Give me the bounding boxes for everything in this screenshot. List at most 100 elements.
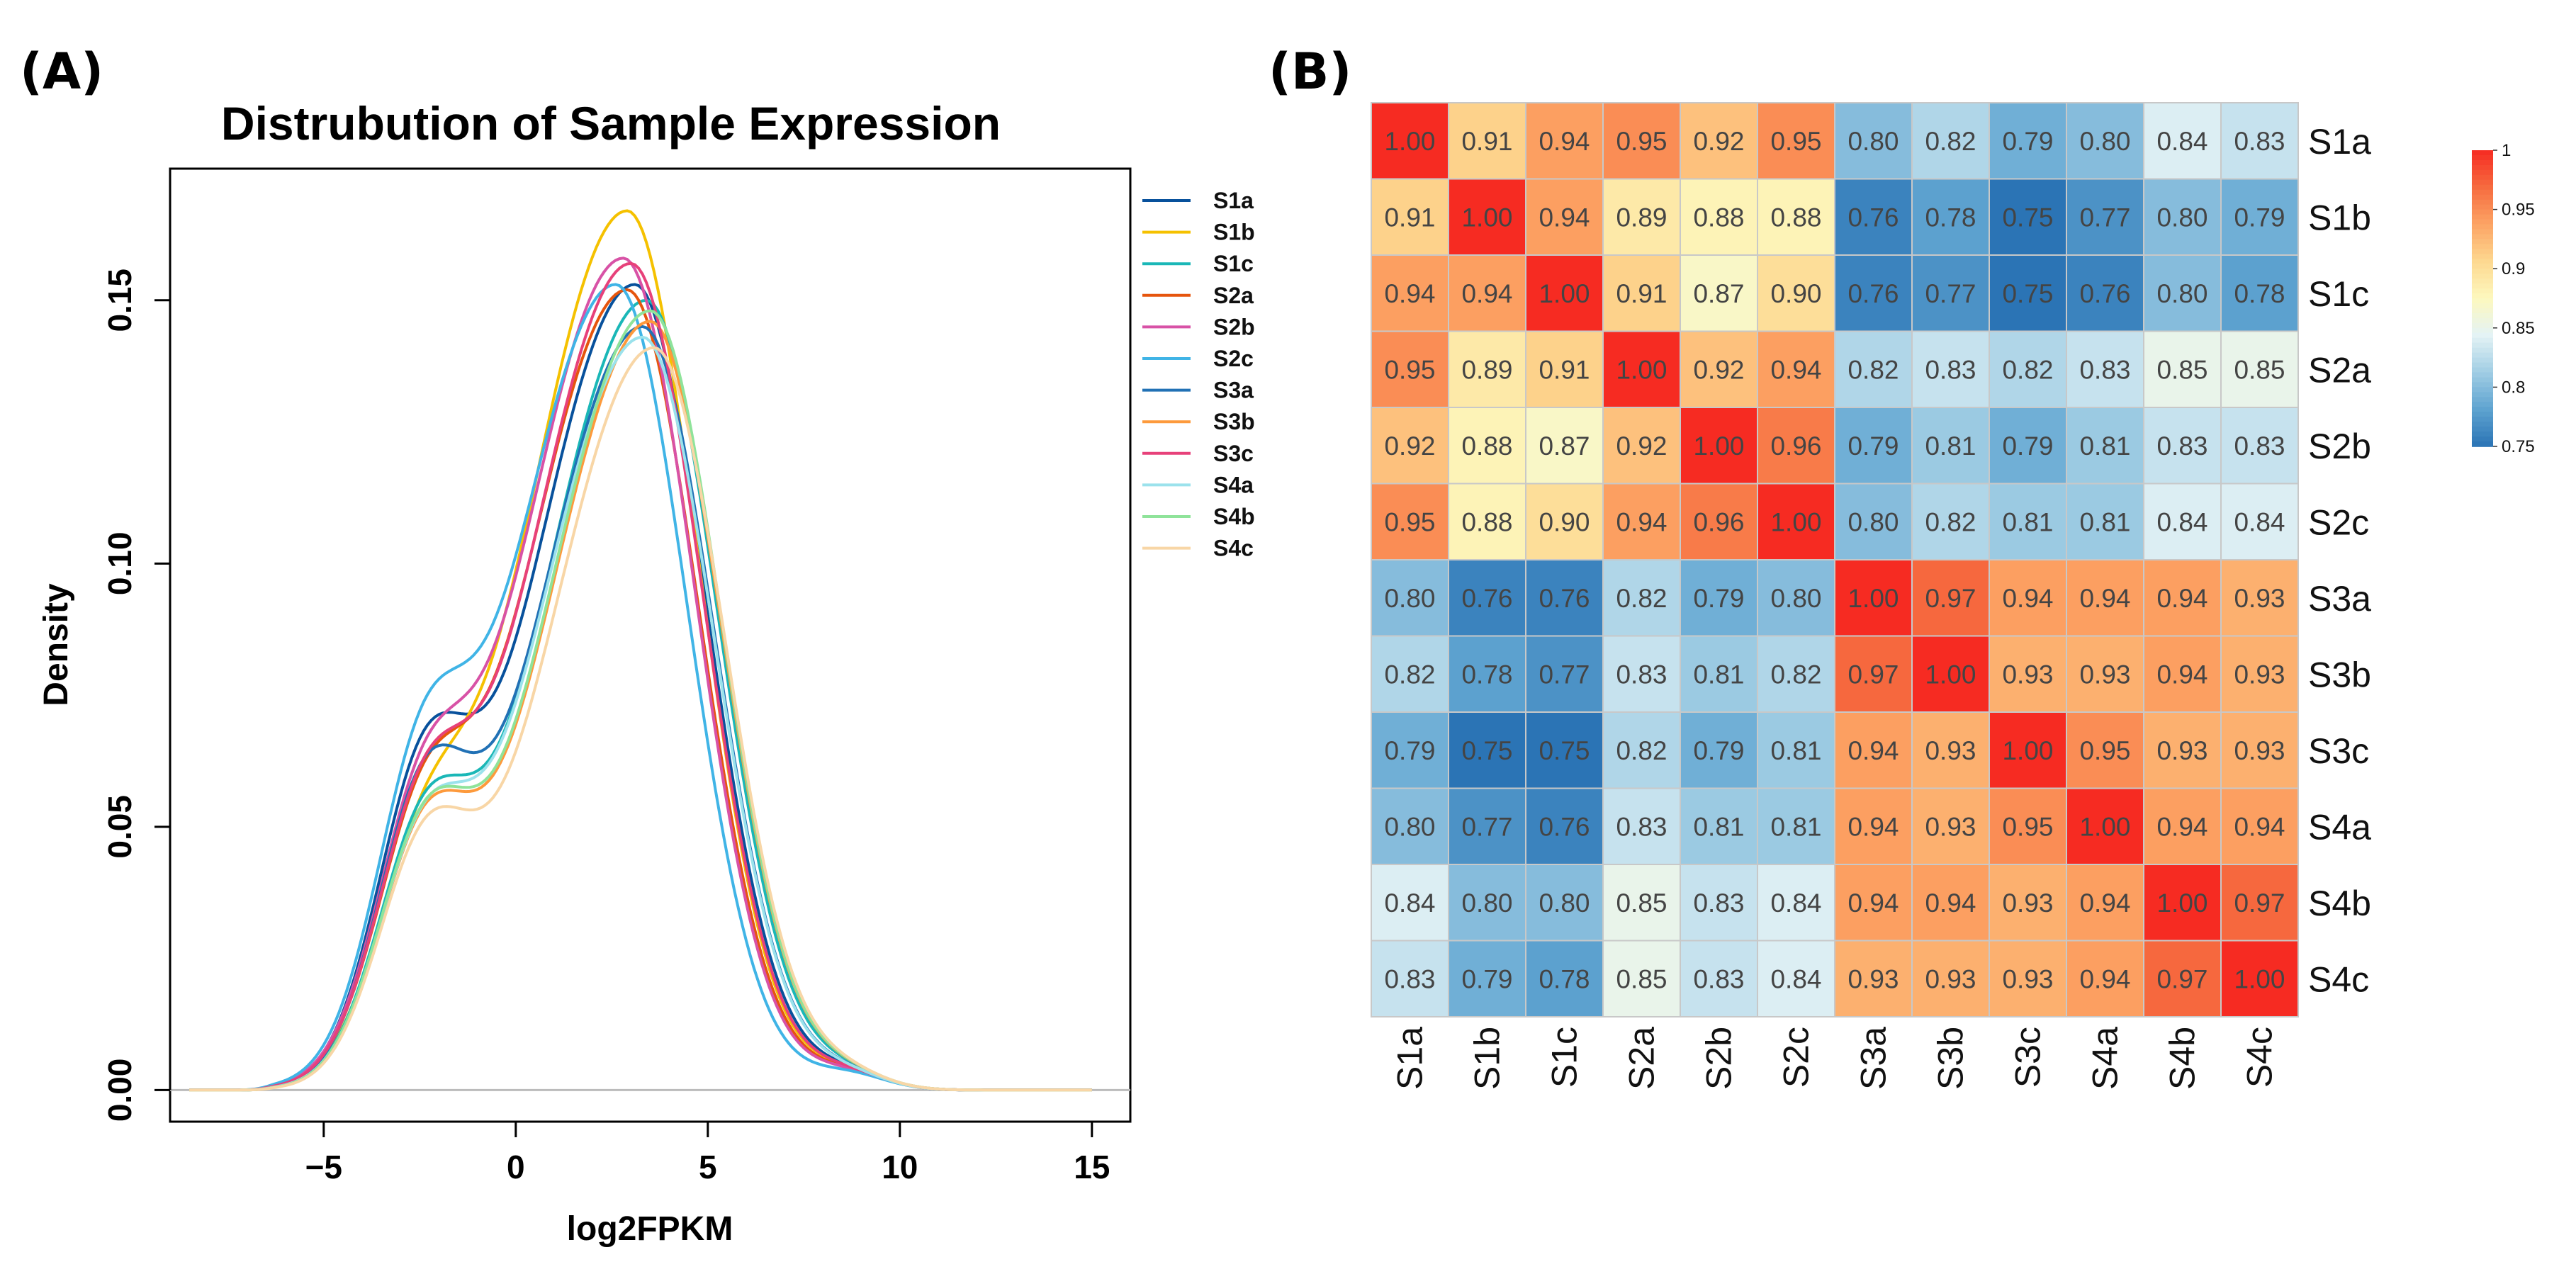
heatmap-cell [1911,864,1990,942]
heatmap-cell-value: 0.83 [2234,432,2285,461]
colorbar-segment [2472,436,2493,442]
heatmap-cell-value: 0.94 [2156,584,2207,613]
heatmap-col-label-s4a: S4a [2086,1027,2125,1090]
heatmap-cell-value: 0.93 [2002,889,2053,918]
heatmap-cell-value: 0.94 [1384,279,1435,308]
heatmap-cell-value: 0.78 [1461,660,1512,689]
heatmap-cell-value: 0.85 [2156,355,2207,384]
legend-label-s3b: S3b [1213,409,1255,434]
colorbar-segment [2472,283,2493,289]
heatmap-cell-value: 0.85 [1616,889,1667,918]
colorbar-segment [2472,308,2493,314]
y-tick-label: 0.05 [101,795,138,859]
heatmap-cell-value: 0.80 [1847,507,1899,536]
heatmap-cell-value: 1.00 [2079,812,2130,841]
x-tick-label: −5 [305,1149,342,1185]
heatmap-cell-value: 0.81 [2002,507,2053,536]
heatmap-cell-value: 0.93 [2079,660,2130,689]
heatmap-cell-value: 0.88 [1461,507,1512,536]
heatmap-cell-value: 0.83 [2156,432,2207,461]
colorbar-segment [2472,397,2493,403]
heatmap-cell [2220,330,2299,408]
heatmap-cell-value: 0.92 [1693,127,1744,156]
heatmap-col-label-s2c: S2c [1777,1027,1816,1088]
heatmap-cell [1602,940,1681,1017]
heatmap-cell [1989,940,2067,1017]
heatmap-col-label-s4b: S4b [2163,1027,2203,1090]
heatmap-cell [2143,711,2222,789]
x-tick-label: 0 [507,1149,525,1185]
heatmap-cell-value: 0.78 [2234,279,2285,308]
heatmap-col-label-s2a: S2a [1622,1027,1662,1090]
heatmap-cell [1834,178,1913,256]
colorbar-segment [2472,274,2493,279]
colorbar-segment [2472,432,2493,437]
heatmap-cell [1602,864,1681,942]
colorbar-segment [2472,352,2493,359]
heatmap-cell [2220,102,2299,180]
heatmap-col-label-s3a: S3a [1854,1027,1894,1090]
legend-label-s2c: S2c [1213,346,1254,371]
heatmap-cell-value: 0.83 [1616,660,1667,689]
heatmap-cell [1448,635,1526,713]
heatmap-cell-value: 0.82 [1616,584,1667,613]
heatmap-cell-value: 0.79 [2002,127,2053,156]
colorbar-segment [2472,174,2493,181]
y-axis-title: Density [38,583,75,706]
colorbar-segment [2472,229,2493,235]
heatmap-cell [1989,787,2067,865]
heatmap-cell-value: 0.93 [1847,964,1899,993]
heatmap-cell-value: 0.79 [1847,432,1899,461]
heatmap-cell-value: 0.97 [2156,964,2207,993]
heatmap-cell [1757,407,1835,485]
heatmap-cell-value: 0.93 [1925,964,1976,993]
heatmap-cell [1602,330,1681,408]
heatmap-cell-value: 0.79 [1693,584,1744,613]
heatmap-cell-value: 0.94 [2156,660,2207,689]
heatmap-cell [1911,483,1990,560]
heatmap-cell-value: 0.94 [1539,127,1590,156]
heatmap-cell-value: 0.83 [1693,964,1744,993]
heatmap-cell-value: 0.79 [1384,736,1435,765]
heatmap-cell-value: 1.00 [1539,279,1590,308]
colorbar-segment [2472,194,2493,201]
heatmap-cell [1834,635,1913,713]
colorbar-tick-label: 0.95 [2502,201,2535,220]
colorbar-segment [2472,254,2493,260]
density-curve-s1b [189,209,1092,1092]
heatmap-cell [2143,178,2222,256]
legend-label-s1b: S1b [1213,220,1255,245]
heatmap-cell [1911,102,1990,180]
heatmap-cell [2220,483,2299,560]
heatmap-cell-value: 0.84 [1770,889,1821,918]
heatmap-cell-value: 0.76 [1539,812,1590,841]
heatmap-col-labels: S1a S1b S1c S2a S2b S2c S3a S3b S3c S4a S4b S4c [1390,1027,2280,1090]
heatmap-cell [1680,559,1758,637]
heatmap-cell [1602,559,1681,637]
heatmap-cell [1989,330,2067,408]
heatmap-cell-value: 0.93 [2002,660,2053,689]
heatmap-cell [1525,407,1604,485]
heatmap-row-label-s1b: S1b [2308,198,2371,237]
heatmap-cell [1371,407,1449,485]
legend-label-s2b: S2b [1213,314,1255,339]
colorbar-segment [2472,214,2493,220]
heatmap-col-label-s2b: S2b [1699,1027,1739,1090]
colorbar-segment [2472,372,2493,378]
heatmap-row-label-s3a: S3a [2308,579,2371,619]
heatmap-cell-value: 0.95 [2079,736,2130,765]
heatmap-cell [2220,635,2299,713]
colorbar-segment [2472,234,2493,240]
colorbar-segment [2472,312,2493,319]
heatmap-cell [2220,407,2299,485]
heatmap-cell [2143,940,2222,1017]
colorbar-segment [2472,402,2493,408]
heatmap-row-label-s1a: S1a [2308,122,2371,162]
heatmap-row-labels: S1a S1b S1c S2a S2b S2c S3a S3b S3c S4a S4b S4c [2308,122,2371,1000]
colorbar-segment [2472,367,2493,373]
panel-b-label: (B) [1269,43,1351,101]
heatmap-cell-value: 0.80 [1539,889,1590,918]
heatmap-cell-value: 0.97 [1925,584,1976,613]
heatmap-col-label-s3c: S3c [2008,1027,2048,1088]
colorbar-segment [2472,278,2493,284]
